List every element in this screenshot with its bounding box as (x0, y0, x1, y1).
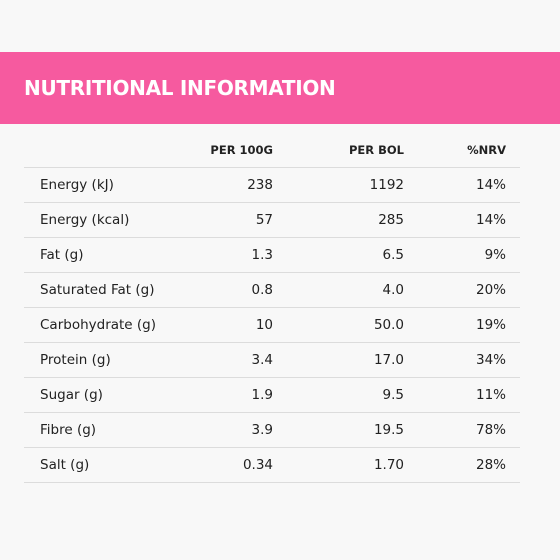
nutrient-value: 19% (475, 317, 506, 333)
nutrient-label: Fibre (g) (40, 422, 97, 438)
nutrient-value: 57 (255, 212, 273, 228)
nutrient-value: 14% (475, 177, 506, 193)
nutrient-value: 1.9 (251, 387, 273, 403)
nutrition-table: PER 100G PER BOL %NRV Energy (kJ) 238 1192 14%… (24, 133, 520, 483)
nutrient-value: 78% (475, 422, 506, 438)
nutrient-value: 34% (475, 352, 506, 368)
nutrient-label: Sugar (g) (40, 387, 103, 403)
nutrient-label: Protein (g) (40, 352, 111, 368)
nutrient-value: 3.9 (251, 422, 273, 438)
nutrient-label: Carbohydrate (g) (40, 317, 157, 333)
nutrient-value: 0.8 (251, 282, 273, 298)
header-row: PER 100G PER BOL %NRV (24, 133, 520, 168)
nutrient-value: 28% (475, 457, 506, 473)
nutrient-label: Energy (kcal) (40, 212, 130, 228)
nutrient-value: 4.0 (382, 282, 404, 298)
table-row: Energy (kJ) 238 1192 14% (24, 168, 520, 203)
table-row: Sugar (g) 1.9 9.5 11% (24, 378, 520, 413)
table-row: Protein (g) 3.4 17.0 34% (24, 343, 520, 378)
nutrient-value: 285 (378, 212, 404, 228)
nutrient-value: 1.3 (251, 247, 273, 263)
nutrient-value: 19.5 (373, 422, 404, 438)
column-header: PER BOL (348, 143, 404, 157)
nutrient-value: 9% (484, 247, 506, 263)
column-header: PER 100G (210, 143, 273, 157)
column-header: %NRV (467, 143, 506, 157)
table-row: Fat (g) 1.3 6.5 9% (24, 238, 520, 273)
nutrient-value: 50.0 (373, 317, 404, 333)
nutrient-label: Energy (kJ) (40, 177, 114, 193)
nutrient-value: 14% (475, 212, 506, 228)
nutrient-value: 17.0 (373, 352, 404, 368)
banner: NUTRITIONAL INFORMATION (0, 52, 560, 124)
nutrient-value: 0.34 (242, 457, 273, 473)
nutrient-value: 238 (247, 177, 273, 193)
table-row: Energy (kcal) 57 285 14% (24, 203, 520, 238)
nutrient-value: 6.5 (382, 247, 404, 263)
table-row: Fibre (g) 3.9 19.5 78% (24, 413, 520, 448)
nutrient-value: 1192 (369, 177, 404, 193)
nutrient-value: 20% (475, 282, 506, 298)
nutrient-value: 10 (255, 317, 273, 333)
nutrient-value: 11% (475, 387, 506, 403)
table-row: Salt (g) 0.34 1.70 28% (24, 448, 520, 483)
nutrient-label: Salt (g) (40, 457, 90, 473)
nutrient-label: Fat (g) (40, 247, 84, 263)
table-row: Carbohydrate (g) 10 50.0 19% (24, 308, 520, 343)
nutrient-label: Saturated Fat (g) (40, 282, 155, 298)
title: NUTRITIONAL INFORMATION (24, 76, 336, 100)
nutrient-value: 1.70 (373, 457, 404, 473)
table-row: Saturated Fat (g) 0.8 4.0 20% (24, 273, 520, 308)
nutrient-value: 9.5 (382, 387, 404, 403)
nutrient-value: 3.4 (251, 352, 273, 368)
